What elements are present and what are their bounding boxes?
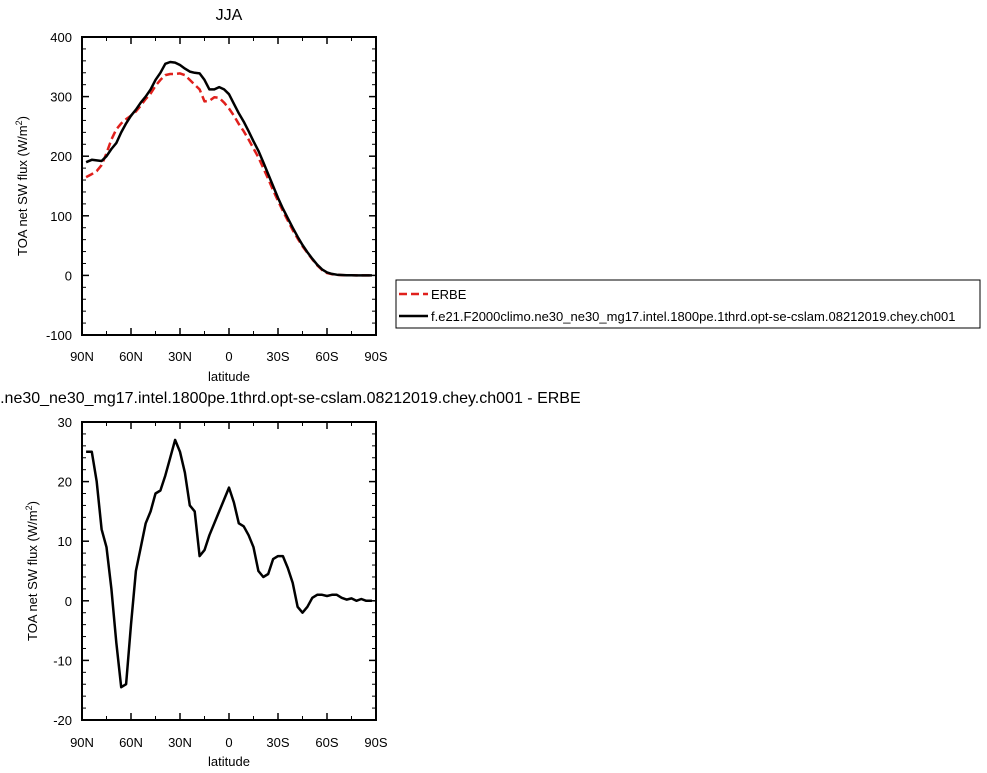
legend: ERBE f.e21.F2000climo.ne30_ne30_mg17.inte…: [395, 279, 981, 329]
y-tick-label: 200: [50, 149, 72, 164]
x-tick-label: 60N: [119, 735, 143, 750]
x-tick-label: 90S: [364, 735, 387, 750]
x-tick-label: 30N: [168, 735, 192, 750]
x-tick-label: 0: [225, 349, 232, 364]
y-tick-label: 0: [65, 268, 72, 283]
y-tick-label: -100: [46, 328, 72, 343]
y-tick-label: 300: [50, 90, 72, 105]
legend-box: [395, 279, 981, 329]
x-tick-label: 60S: [315, 735, 338, 750]
legend-label: f.e21.F2000climo.ne30_ne30_mg17.intel.18…: [431, 309, 955, 324]
x-tick-label: 30S: [266, 349, 289, 364]
chart-title: JJA: [216, 7, 243, 24]
x-tick-label: 60S: [315, 349, 338, 364]
series-line-0: [85, 72, 372, 277]
chart-title: f.e21.F2000climo.ne30_ne30_mg17.intel.18…: [0, 390, 581, 407]
x-tick-label: 90N: [70, 735, 94, 750]
y-axis-label: TOA net SW flux (W/m2): [14, 116, 30, 256]
x-tick-label: 0: [225, 735, 232, 750]
series-line-0: [86, 438, 372, 689]
x-tick-label: 90N: [70, 349, 94, 364]
x-axis-label: latitude: [208, 754, 250, 769]
y-tick-label: 30: [58, 415, 72, 430]
x-tick-label: 60N: [119, 349, 143, 364]
x-tick-label: 90S: [364, 349, 387, 364]
y-axis-label-end: ): [25, 501, 40, 505]
y-axis-label-main: TOA net SW flux (W/m: [15, 125, 30, 256]
chart-panel-top: JJA 90N 60N 30N 0 30S 60S 90S -100 0 100 200 300 400 l…: [14, 7, 981, 384]
x-tick-label: 30S: [266, 735, 289, 750]
y-tick-label: 0: [65, 594, 72, 609]
legend-label: ERBE: [431, 287, 467, 302]
y-tick-label: -10: [53, 653, 72, 668]
y-tick-label: 20: [58, 475, 72, 490]
chart-panel-bottom: f.e21.F2000climo.ne30_ne30_mg17.intel.18…: [0, 390, 581, 769]
y-axis-label-sup: 2: [14, 120, 24, 125]
x-tick-label: 30N: [168, 349, 192, 364]
series-line-1: [85, 60, 372, 277]
x-axis-label: latitude: [208, 369, 250, 384]
y-tick-label: -20: [53, 713, 72, 728]
y-axis-label: TOA net SW flux (W/m2): [24, 501, 40, 641]
y-tick-label: 100: [50, 209, 72, 224]
y-axis-label-end: ): [15, 116, 30, 120]
y-tick-label: 10: [58, 534, 72, 549]
y-axis-label-main: TOA net SW flux (W/m: [25, 510, 40, 641]
y-axis-label-sup: 2: [24, 505, 34, 510]
plot-frame: [81, 36, 377, 336]
y-tick-label: 400: [50, 30, 72, 45]
